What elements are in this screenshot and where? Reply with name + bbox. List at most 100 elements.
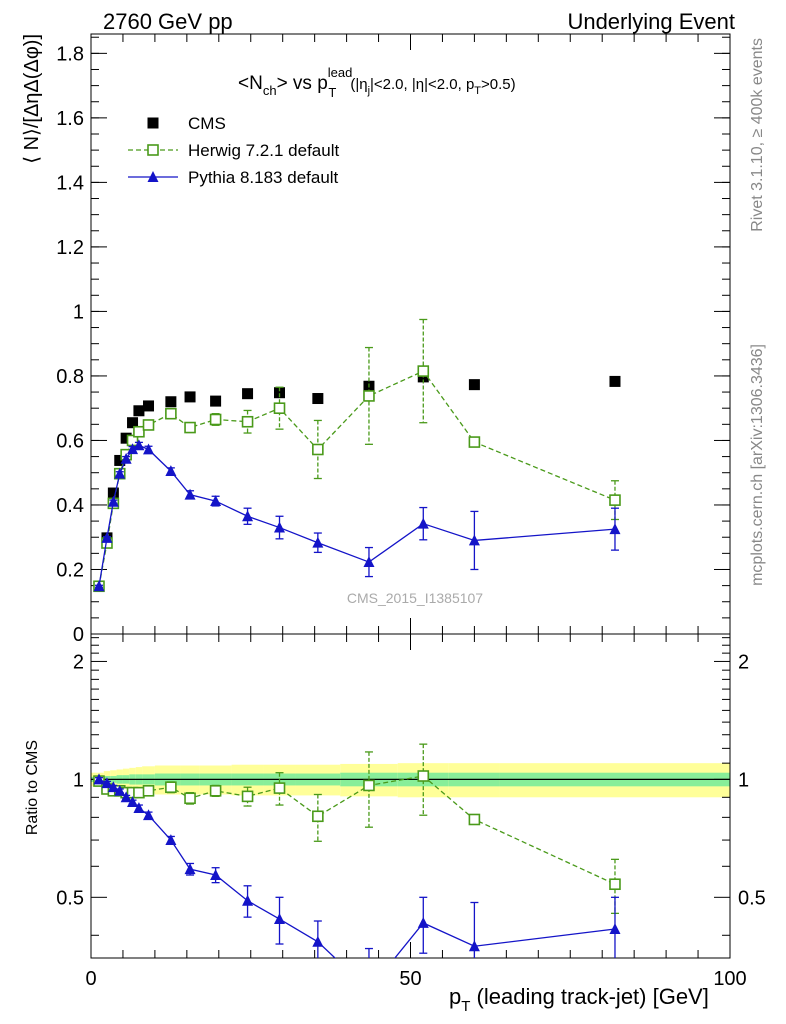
x-axis-label: pT (leading track-jet) [GeV]	[449, 984, 709, 1015]
pythia-main-group	[93, 439, 621, 592]
pythia-main-point	[242, 510, 254, 522]
herwig-ratio-point	[133, 786, 145, 799]
herwig-ratio-point	[312, 810, 324, 823]
cms-point	[114, 454, 126, 466]
herwig-ratio-point	[363, 779, 375, 792]
pythia-ratio-point	[133, 802, 145, 813]
herwig-main-point	[417, 365, 430, 377]
pythia-main-point	[120, 452, 132, 464]
herwig-ratio-point	[273, 782, 286, 794]
main-y-tick-label: 0.8	[56, 366, 84, 388]
legend-pythia-marker	[147, 171, 159, 182]
pythia-main-point	[101, 531, 113, 543]
herwig-main-point	[312, 443, 324, 456]
ratio-y-axis-label: Ratio to CMS	[24, 740, 41, 835]
pythia-ratio-point	[210, 869, 222, 880]
cms-point	[210, 395, 222, 407]
main-y-tick-label: 1	[73, 301, 84, 323]
pythia-ratio-point	[363, 984, 374, 995]
pythia-main-point	[468, 534, 480, 546]
herwig-ratio-line	[98, 775, 616, 885]
cms-point	[609, 375, 621, 387]
herwig-ratio-point	[417, 770, 430, 782]
herwig-ratio-point	[165, 781, 177, 794]
main-y-tick-label: 1.6	[56, 108, 84, 130]
ratio-panel: 0 50 100 0.5 0.5 1 1 2 2	[56, 633, 766, 995]
cms-point	[127, 417, 139, 429]
cms-series-group	[93, 371, 621, 592]
pythia-main-point	[107, 495, 119, 507]
herwig-main-group	[93, 318, 621, 593]
cms-point	[184, 391, 196, 403]
pythia-ratio-point	[165, 834, 177, 846]
herwig-main-point	[209, 413, 222, 426]
pythia-ratio-group	[93, 773, 621, 995]
herwig-main-point	[363, 390, 375, 402]
herwig-ratio-point	[241, 790, 254, 803]
herwig-ratio-point	[184, 792, 196, 805]
pythia-ratio-point	[312, 935, 324, 947]
herwig-ratio-point	[609, 878, 621, 891]
pythia-main-point	[127, 443, 139, 455]
pythia-main-point	[165, 465, 177, 477]
herwig-main-point	[241, 415, 254, 428]
ratio-y-tick-label-right: 1	[738, 769, 749, 791]
pythia-ratio-point	[120, 791, 132, 803]
main-y-tick-label: 1.4	[56, 172, 84, 194]
pythia-ratio-point	[107, 781, 119, 793]
pythia-main-point	[143, 443, 155, 455]
herwig-main-point	[273, 402, 286, 414]
main-y-tick-label: 0	[73, 624, 84, 646]
analysis-watermark: CMS_2015_I1385107	[347, 590, 483, 606]
pythia-ratio-point	[101, 777, 113, 789]
pythia-ratio-point	[274, 913, 286, 925]
pythia-main-point	[210, 495, 222, 507]
legend: CMS Herwig 7.2.1 default Pythia 8.183 defa…	[128, 114, 339, 187]
main-y-tick-label: 0.2	[56, 559, 84, 581]
cms-point	[165, 396, 177, 408]
energy-label: 2760 GeV pp	[103, 9, 233, 34]
cms-point	[143, 400, 155, 412]
legend-label-cms: CMS	[188, 114, 226, 133]
main-y-tick-label: 0.6	[56, 430, 84, 452]
x-tick-label: 50	[399, 968, 421, 990]
rivet-label: Rivet 3.1.10, ≥ 400k events	[749, 38, 766, 232]
ratio-y-tick-label: 1	[73, 769, 84, 791]
pythia-main-line	[98, 444, 616, 587]
pythia-main-point	[93, 580, 105, 592]
mcplots-label: mcplots.cern.ch [arXiv:1306.3436]	[749, 344, 766, 586]
pythia-ratio-point	[609, 923, 621, 934]
main-y-tick-label: 1.2	[56, 237, 84, 259]
pythia-main-point	[417, 517, 429, 529]
pythia-main-point	[363, 556, 375, 568]
plot-title: <Nch> vs plead T (|ηj|<2.0, |η|<2.0, pT>0.…	[238, 65, 516, 100]
cms-point	[274, 387, 286, 399]
pythia-main-point	[274, 521, 286, 533]
pythia-ratio-point	[93, 773, 105, 785]
x-tick-label: 0	[85, 968, 96, 990]
herwig-main-point	[133, 425, 145, 438]
main-y-tick-label: 0.4	[56, 495, 84, 517]
event-type-label: Underlying Event	[567, 9, 735, 34]
legend-label-pythia: Pythia 8.183 default	[188, 168, 339, 187]
herwig-main-point	[184, 421, 196, 434]
legend-label-herwig: Herwig 7.2.1 default	[188, 141, 339, 160]
pythia-ratio-point	[242, 894, 254, 906]
herwig-ratio-point	[468, 813, 481, 826]
ratio-y-tick-label-right: 0.5	[738, 887, 766, 909]
pythia-ratio-point	[114, 784, 126, 796]
herwig-main-point	[165, 407, 177, 420]
main-y-tick-label: 1.8	[56, 43, 84, 65]
legend-herwig-marker	[147, 144, 159, 156]
main-y-axis-label: ⟨ N⟩/[ΔηΔ(Δφ)]	[21, 34, 43, 164]
pythia-main-point	[609, 523, 621, 535]
pythia-ratio-point	[143, 809, 155, 821]
pythia-main-point	[184, 488, 196, 500]
cms-point	[242, 388, 254, 400]
cms-point	[120, 432, 132, 444]
main-frame	[90, 33, 731, 635]
herwig-main-point	[468, 436, 481, 448]
pythia-ratio-point	[184, 863, 196, 875]
main-panel: 0 0.2 0.4 0.6 0.8 1 1.2 1.4 1.6 1.8	[56, 33, 731, 646]
ratio-y-tick-label: 0.5	[56, 887, 84, 909]
